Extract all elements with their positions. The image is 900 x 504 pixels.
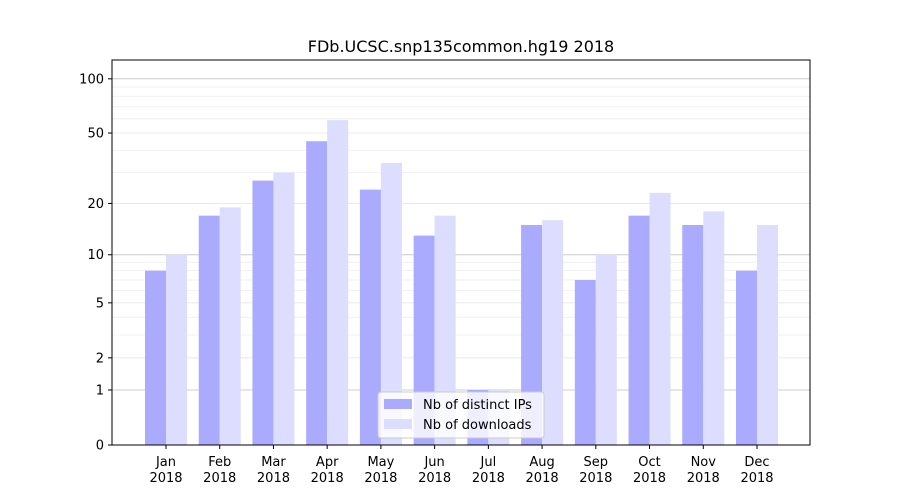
x-tick-label-line: Nov bbox=[691, 455, 717, 470]
y-tick-label: 50 bbox=[87, 127, 104, 142]
chart-title: FDb.UCSC.snp135common.hg19 2018 bbox=[308, 37, 614, 56]
x-tick-label: Aug 2018 bbox=[526, 455, 559, 486]
x-tick-label-line: 2018 bbox=[633, 471, 666, 486]
x-tick-label-line: Jan bbox=[155, 455, 176, 470]
bar-downloads bbox=[542, 220, 564, 445]
legend: Nb of distinct IPs Nb of downloads bbox=[377, 391, 545, 439]
x-tick-label: Feb 2018 bbox=[203, 455, 236, 486]
legend-swatch bbox=[384, 399, 412, 409]
legend-label: Nb of downloads bbox=[423, 418, 532, 433]
bar-downloads bbox=[757, 225, 778, 445]
y-tick-label: 20 bbox=[87, 197, 104, 212]
bar-downloads bbox=[649, 192, 671, 445]
bar-downloads bbox=[219, 207, 241, 445]
x-tick-label-line: Sep bbox=[584, 455, 609, 470]
bar-ips bbox=[521, 225, 543, 445]
bar-downloads bbox=[434, 215, 456, 445]
y-tick-label: 10 bbox=[87, 248, 104, 263]
x-tick-label: Jan 2018 bbox=[149, 455, 182, 486]
x-tick-label-line: 2018 bbox=[687, 471, 720, 486]
x-tick-label-line: 2018 bbox=[740, 471, 773, 486]
bar-ips bbox=[628, 215, 650, 445]
x-tick-label: May 2018 bbox=[364, 455, 397, 486]
x-tick-label-line: 2018 bbox=[203, 471, 236, 486]
x-tick-label-line: 2018 bbox=[472, 471, 505, 486]
x-tick-label-line: Mar bbox=[261, 455, 286, 470]
bar-downloads bbox=[595, 254, 617, 445]
x-tick-label: Sep 2018 bbox=[579, 455, 612, 486]
legend-box bbox=[377, 391, 545, 439]
x-tick-label: Apr 2018 bbox=[311, 455, 344, 486]
x-tick-label-line: May bbox=[367, 455, 394, 470]
x-tick-label: Mar 2018 bbox=[257, 455, 290, 486]
x-tick-label-line: 2018 bbox=[579, 471, 612, 486]
y-tick-label: 1 bbox=[96, 384, 104, 399]
x-tick-label: Oct 2018 bbox=[633, 455, 666, 486]
bar-downloads bbox=[380, 162, 402, 445]
bar-downloads bbox=[327, 120, 349, 445]
bar-ips bbox=[252, 180, 274, 445]
bar-downloads bbox=[166, 254, 187, 445]
x-tick-label-line: 2018 bbox=[418, 471, 451, 486]
bar-ips bbox=[306, 141, 328, 445]
x-tick-label-line: Jun bbox=[423, 455, 444, 470]
bar-ips bbox=[145, 270, 166, 445]
x-tick-label-line: 2018 bbox=[257, 471, 290, 486]
legend-swatch bbox=[384, 419, 412, 429]
x-tick-label: Jun 2018 bbox=[418, 455, 451, 486]
bar-downloads bbox=[703, 211, 725, 445]
x-tick-label-line: Jul bbox=[480, 455, 497, 470]
y-tick-label: 0 bbox=[96, 439, 104, 454]
x-tick-label-line: 2018 bbox=[311, 471, 344, 486]
x-tick-label-line: 2018 bbox=[526, 471, 559, 486]
x-tick-label-line: 2018 bbox=[149, 471, 182, 486]
y-tick-label: 5 bbox=[96, 296, 104, 311]
x-tick-label-line: 2018 bbox=[364, 471, 397, 486]
x-tick-label-line: Apr bbox=[316, 455, 339, 470]
bar-ips bbox=[574, 280, 596, 445]
y-tick-label: 2 bbox=[96, 351, 104, 366]
x-tick-label-line: Aug bbox=[529, 455, 554, 470]
x-tick-label: Nov 2018 bbox=[687, 455, 720, 486]
bar-ips bbox=[736, 270, 757, 445]
x-tick-label: Dec 2018 bbox=[740, 455, 773, 486]
bar-ips bbox=[198, 215, 220, 445]
x-tick-label-line: Feb bbox=[208, 455, 231, 470]
bar-ips bbox=[682, 225, 704, 445]
x-tick-label-line: Dec bbox=[744, 455, 769, 470]
plot-frame bbox=[111, 59, 811, 446]
legend-label: Nb of distinct IPs bbox=[423, 398, 532, 413]
x-tick-label-line: Oct bbox=[638, 455, 660, 470]
x-tick-label: Jul 2018 bbox=[472, 455, 505, 486]
bar-ips bbox=[359, 189, 381, 445]
y-tick-label: 100 bbox=[79, 72, 104, 87]
bar-downloads bbox=[273, 172, 295, 446]
